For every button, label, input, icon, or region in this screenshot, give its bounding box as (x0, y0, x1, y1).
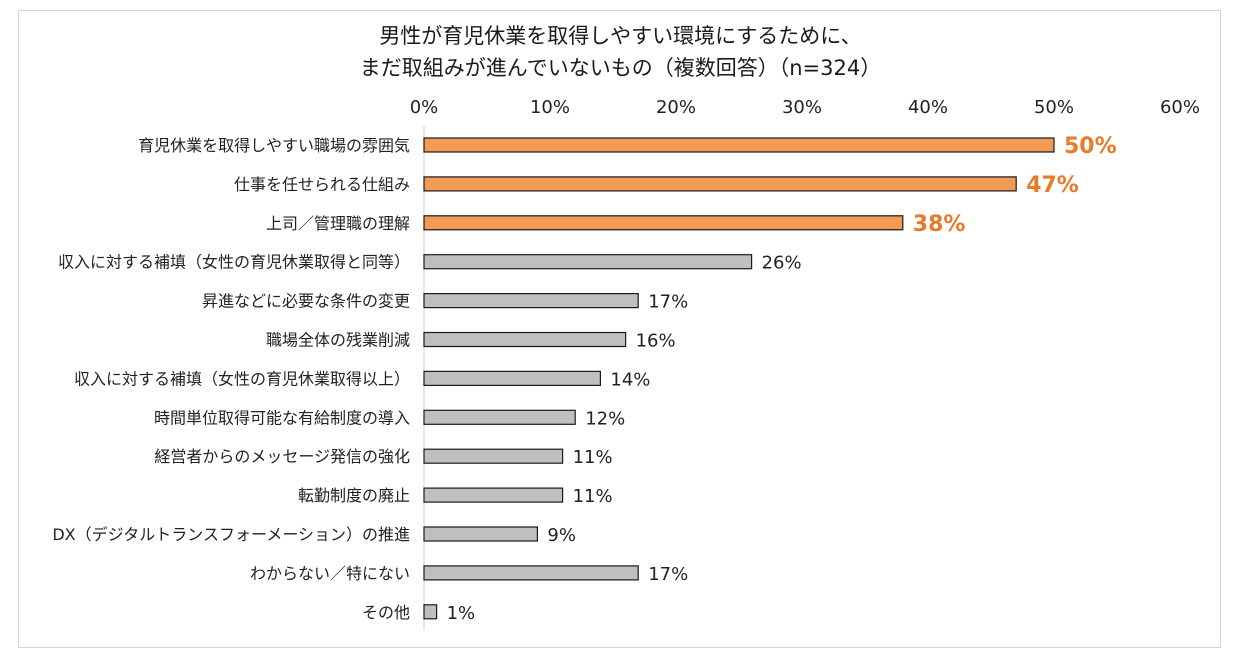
data-label: 1% (447, 603, 476, 624)
data-label: 16% (636, 331, 676, 352)
category-label: 昇進などに必要な条件の変更 (202, 292, 410, 311)
category-label: その他 (362, 603, 410, 622)
data-label: 11% (573, 486, 613, 507)
data-label: 17% (648, 292, 688, 313)
category-label: 収入に対する補填（女性の育児休業取得以上） (74, 369, 410, 388)
x-tick-label: 20% (656, 97, 696, 118)
bar (424, 449, 563, 463)
data-label: 12% (585, 408, 625, 429)
bar (424, 605, 437, 619)
x-tick-label: 60% (1160, 97, 1200, 118)
bar (424, 410, 575, 424)
bar (424, 177, 1016, 191)
data-label: 17% (648, 564, 688, 585)
bar (424, 371, 600, 385)
x-tick-label: 10% (530, 97, 570, 118)
data-label: 47% (1026, 173, 1079, 198)
category-label: 転勤制度の廃止 (298, 486, 410, 505)
x-tick-label: 50% (1034, 97, 1074, 118)
bar (424, 216, 903, 230)
data-label: 38% (913, 212, 966, 237)
category-label: 仕事を任せられる仕組み (234, 175, 410, 194)
bar (424, 566, 638, 580)
category-label: わからない／特にない (250, 564, 410, 583)
bar (424, 488, 563, 502)
bar (424, 294, 638, 308)
x-tick-label: 40% (908, 97, 948, 118)
category-label: DX（デジタルトランスフォーメーション）の推進 (52, 525, 410, 544)
category-label: 職場全体の残業削減 (266, 331, 410, 350)
bar (424, 138, 1054, 152)
category-label: 経営者からのメッセージ発信の強化 (154, 447, 410, 466)
data-label: 50% (1064, 134, 1117, 159)
bar (424, 527, 537, 541)
bar (424, 255, 752, 269)
data-label: 26% (762, 253, 802, 274)
data-label: 9% (547, 525, 576, 546)
x-tick-label: 30% (782, 97, 822, 118)
data-label: 14% (610, 369, 650, 390)
category-label: 収入に対する補填（女性の育児休業取得と同等） (58, 253, 410, 272)
category-label: 育児休業を取得しやすい職場の雰囲気 (138, 136, 410, 155)
data-label: 11% (573, 447, 613, 468)
category-label: 時間単位取得可能な有給制度の導入 (154, 408, 410, 427)
bar (424, 333, 626, 347)
x-tick-label: 0% (410, 97, 439, 118)
category-label: 上司／管理職の理解 (266, 214, 410, 233)
